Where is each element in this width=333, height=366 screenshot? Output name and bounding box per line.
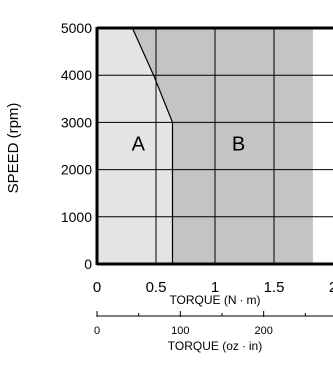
y-tick-label-4000: 4000: [61, 67, 92, 83]
operating-regions: [97, 28, 313, 264]
plot-frame: [95, 26, 333, 266]
secondary-axis: 0100200300: [94, 311, 333, 337]
y-tick-label-3000: 3000: [61, 114, 92, 130]
secondary-tick-label-200: 200: [254, 325, 272, 337]
x-axis-label: TORQUE (N ∙ m): [169, 293, 260, 307]
y-tick-label-1000: 1000: [61, 209, 92, 225]
x-tick-label-1: 1: [211, 279, 219, 296]
boundary-curve: [131, 27, 174, 264]
y-tick-label-0: 0: [84, 256, 92, 272]
x-tick-label-2: 2: [329, 279, 333, 296]
secondary-tick-label-0: 0: [94, 325, 100, 337]
region-b: [132, 28, 313, 264]
x-tick-label-1.5: 1.5: [264, 279, 285, 296]
x-tick-labels: 0 0.5 1 1.5 2: [93, 279, 333, 296]
secondary-tick-label-100: 100: [171, 325, 189, 337]
x-tick-label-0: 0: [93, 279, 101, 296]
secondary-x-axis-label: TORQUE (oz ∙ in): [168, 339, 262, 353]
y-tick-labels: 0 1000 2000 3000 4000 5000: [61, 20, 92, 272]
a-b-boundary-line: [131, 27, 174, 264]
region-label-b: B: [232, 134, 245, 156]
y-tick-label-2000: 2000: [61, 162, 92, 178]
region-label-a: A: [132, 134, 146, 156]
y-axis-label: SPEED (rpm): [5, 103, 22, 194]
x-tick-label-0.5: 0.5: [146, 279, 167, 296]
y-tick-label-5000: 5000: [61, 20, 92, 36]
region-a: [97, 28, 173, 264]
